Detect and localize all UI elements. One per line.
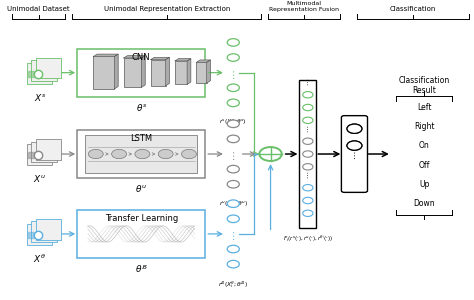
Circle shape [227,200,239,208]
Text: Classification: Classification [390,6,436,12]
Circle shape [227,99,239,106]
FancyBboxPatch shape [31,142,56,162]
Circle shape [227,165,239,173]
Circle shape [303,184,313,191]
FancyBboxPatch shape [175,61,187,84]
Text: Down: Down [413,199,435,208]
FancyBboxPatch shape [31,60,56,81]
Text: ⋯: ⋯ [350,150,359,158]
Circle shape [227,181,239,188]
Circle shape [227,39,239,46]
Polygon shape [166,57,169,86]
Text: Right: Right [414,122,435,131]
FancyBboxPatch shape [27,144,53,165]
Text: $X^{\mathit{u}}$: $X^{\mathit{u}}$ [33,173,46,184]
FancyBboxPatch shape [77,210,205,258]
FancyBboxPatch shape [36,219,61,240]
Polygon shape [141,56,145,87]
Text: ⋯: ⋯ [305,125,311,132]
Circle shape [259,147,282,161]
Text: ⋯: ⋯ [228,229,238,239]
FancyBboxPatch shape [27,224,53,245]
Circle shape [303,92,313,98]
Text: $\theta^{\mathit{u}}$: $\theta^{\mathit{u}}$ [135,183,147,194]
Text: $F_i(r^s(\cdot),r^{\mathit{u}}(\cdot),r^{\theta_i}(\cdot))$: $F_i(r^s(\cdot),r^{\mathit{u}}(\cdot),r^… [283,234,333,244]
FancyBboxPatch shape [85,135,197,173]
Polygon shape [207,60,210,83]
Circle shape [347,124,362,134]
Text: $r^{\mathcal{B}}(X_i^{\theta};\theta^{\mathcal{B}})$: $r^{\mathcal{B}}(X_i^{\theta};\theta^{\m… [219,279,248,290]
Text: Off: Off [419,160,430,169]
Circle shape [227,260,239,268]
FancyBboxPatch shape [27,63,53,84]
Text: Unimodal Dataset: Unimodal Dataset [8,6,70,12]
FancyBboxPatch shape [36,58,61,79]
Text: $\theta^s$: $\theta^s$ [136,102,147,112]
FancyBboxPatch shape [36,139,61,160]
Text: ⋯: ⋯ [305,171,311,178]
Circle shape [227,120,239,127]
Text: CNN: CNN [132,53,151,62]
FancyBboxPatch shape [151,60,166,86]
FancyBboxPatch shape [93,56,114,89]
Circle shape [303,164,313,170]
Polygon shape [124,56,145,58]
Text: ⋯: ⋯ [228,149,238,159]
Circle shape [347,141,362,150]
Polygon shape [187,58,191,84]
FancyBboxPatch shape [196,62,207,83]
Text: Unimodal Representation Extraction: Unimodal Representation Extraction [104,6,230,12]
Circle shape [303,151,313,157]
Text: Classification
Result: Classification Result [399,76,450,95]
Text: $r^{\mathit{u}}(X_i^{\mathit{u}};\theta^{\mathit{u}})$: $r^{\mathit{u}}(X_i^{\mathit{u}};\theta^… [219,199,248,209]
Text: Left: Left [417,103,432,112]
Polygon shape [114,54,118,89]
Circle shape [182,149,196,159]
Circle shape [227,84,239,92]
Text: $X^s$: $X^s$ [34,92,46,103]
FancyBboxPatch shape [341,116,367,192]
Text: Transfer Learning: Transfer Learning [105,214,178,223]
Circle shape [227,135,239,143]
Circle shape [227,54,239,61]
Circle shape [303,104,313,111]
Circle shape [303,197,313,204]
FancyBboxPatch shape [300,80,316,228]
Text: ⋯: ⋯ [228,68,238,77]
Polygon shape [151,57,169,60]
Text: LSTM: LSTM [130,134,152,143]
Circle shape [158,149,173,159]
Text: Up: Up [419,180,429,189]
Circle shape [111,149,127,159]
Circle shape [227,215,239,223]
Circle shape [347,141,362,150]
FancyBboxPatch shape [31,221,56,242]
FancyBboxPatch shape [77,130,205,178]
Text: $\theta^{\mathcal{B}}$: $\theta^{\mathcal{B}}$ [135,263,147,274]
Polygon shape [196,60,210,62]
Circle shape [135,149,150,159]
FancyBboxPatch shape [124,58,141,87]
Text: Multimodal
Representation Fusion: Multimodal Representation Fusion [269,2,339,12]
Text: ⋯: ⋯ [305,78,311,85]
Polygon shape [93,54,118,56]
Circle shape [88,149,103,159]
Text: On: On [419,141,430,150]
Text: $X^{\mathit{\theta}}$: $X^{\mathit{\theta}}$ [33,253,46,265]
Text: $r^s(X_i^s;\theta^s)$: $r^s(X_i^s;\theta^s)$ [219,118,247,128]
Circle shape [227,245,239,253]
Circle shape [347,124,362,134]
Polygon shape [175,58,191,61]
Circle shape [303,117,313,124]
Circle shape [303,210,313,217]
Circle shape [303,138,313,144]
FancyBboxPatch shape [77,49,205,97]
